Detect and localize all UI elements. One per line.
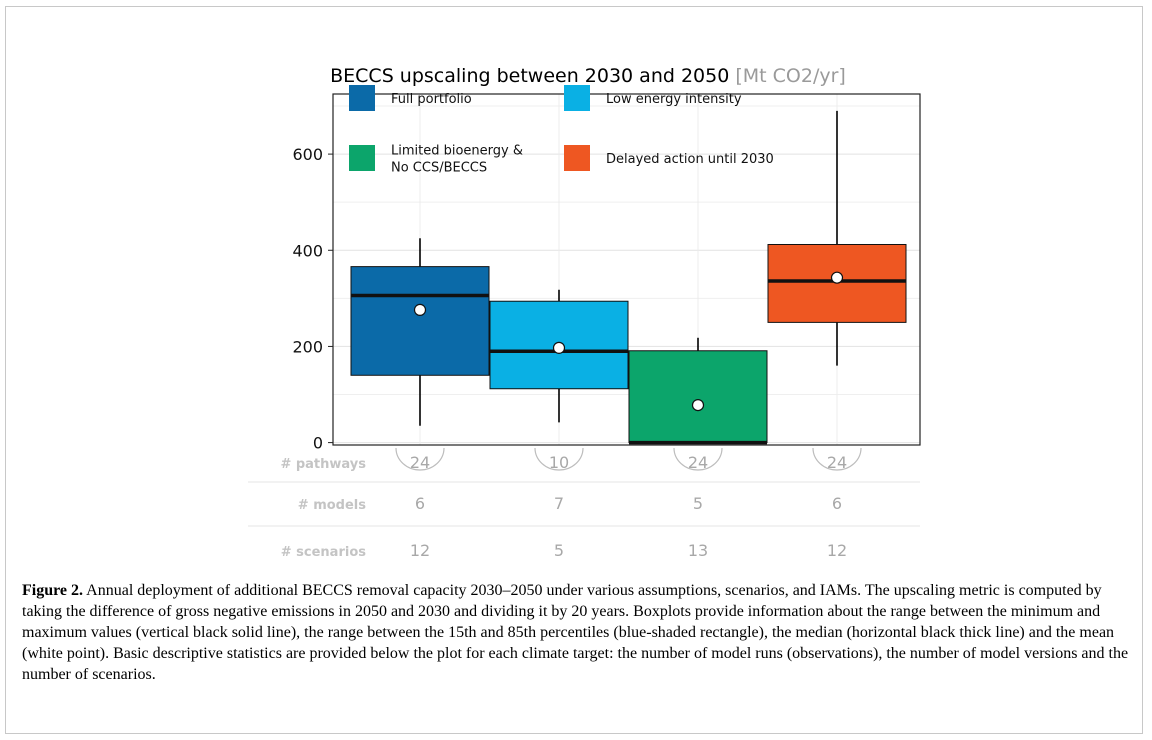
pathways-arc (673, 447, 723, 471)
caption-label: Figure 2. (22, 582, 84, 599)
box (350, 266, 490, 376)
legend-swatch (564, 145, 590, 171)
mean-point (552, 341, 566, 354)
stats-value-models: 6 (415, 494, 425, 513)
pathways-arc (812, 447, 862, 471)
stats-value-pathways: 24 (688, 453, 708, 472)
legend-label: Delayed action until 2030 (606, 152, 774, 167)
boxplot-chart: BECCS upscaling between 2030 and 2050 [M… (248, 65, 921, 560)
plot-border (332, 93, 921, 446)
pathways-arc (534, 447, 584, 471)
stats-value-scenarios: 5 (554, 541, 564, 560)
mean-point (413, 303, 427, 316)
y-tick-label: 200 (292, 337, 323, 356)
figure-frame (5, 6, 1143, 734)
stats-value-scenarios: 12 (827, 541, 847, 560)
box (628, 350, 768, 444)
stats-value-models: 7 (554, 494, 564, 513)
mean-point (691, 398, 705, 412)
pathways-arc (395, 447, 445, 471)
caption-text: Annual deployment of additional BECCS re… (22, 582, 1129, 683)
legend-label: Limited bioenergy & No CCS/BECCS (391, 144, 523, 176)
legend-swatch (349, 85, 375, 111)
y-tick-label: 600 (292, 145, 323, 164)
mean-point (830, 271, 844, 284)
stats-value-pathways: 10 (549, 453, 569, 472)
stats-value-scenarios: 13 (688, 541, 708, 560)
legend-swatch (349, 145, 375, 171)
plot-area (332, 93, 921, 446)
legend-swatch (564, 85, 590, 111)
figure-caption: Figure 2. Annual deployment of additiona… (22, 580, 1132, 685)
y-tick-label: 400 (292, 241, 323, 260)
legend: Full portfolio Low energy intensity Limite… (349, 85, 774, 176)
y-axis: 0 200 400 600 (292, 145, 333, 453)
stats-value-pathways: 24 (827, 453, 847, 472)
stats-row-label: # models (298, 498, 366, 513)
stats-value-models: 6 (832, 494, 842, 513)
stats-row-label: # scenarios (281, 545, 367, 560)
stats-value-scenarios: 12 (410, 541, 430, 560)
stats-value-pathways: 24 (410, 453, 430, 472)
y-tick-label: 0 (313, 434, 323, 453)
stats-table: # pathways # models # scenarios 24 10 24 24 6 7 5… (248, 447, 920, 560)
chart-title: BECCS upscaling between 2030 and 2050 [M… (330, 65, 846, 87)
legend-label: Full portfolio (391, 92, 472, 107)
stats-value-models: 5 (693, 494, 703, 513)
stats-row-label: # pathways (280, 457, 366, 472)
legend-label: Low energy intensity (606, 92, 742, 107)
chart-title-units: [Mt CO2/yr] (735, 65, 845, 87)
